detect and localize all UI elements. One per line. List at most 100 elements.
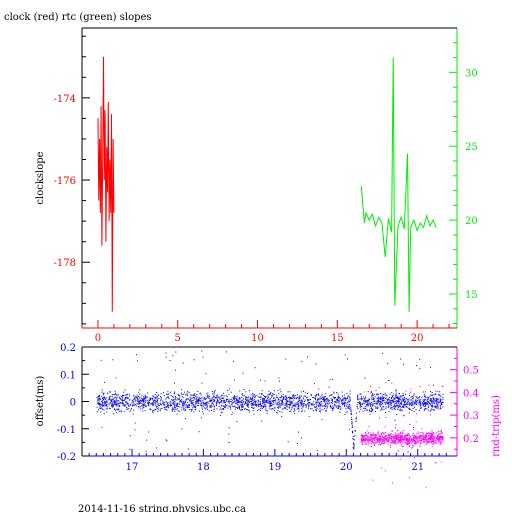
rnd-trip-point — [431, 438, 433, 440]
offset-point — [186, 392, 188, 394]
offset-point — [197, 391, 199, 392]
offset-point — [272, 393, 274, 395]
offset-point — [362, 403, 364, 404]
offset-point — [198, 400, 200, 401]
offset-point — [404, 397, 406, 399]
rnd-trip-point — [401, 436, 403, 438]
rnd-trip-point — [397, 441, 399, 443]
offset-point — [373, 394, 375, 396]
rnd-trip-point — [400, 436, 402, 438]
offset-point — [132, 403, 134, 405]
offset-point — [236, 398, 237, 400]
offset-point — [150, 409, 152, 411]
offset-point — [186, 398, 188, 400]
offset-point — [281, 402, 282, 404]
offset-point — [342, 404, 344, 406]
offset-point — [238, 397, 240, 399]
right-tick-label: 15 — [465, 290, 478, 301]
offset-point — [297, 443, 298, 444]
offset-point — [415, 402, 417, 404]
offset-point — [370, 391, 372, 393]
offset-point — [322, 409, 324, 411]
offset-point — [276, 394, 278, 396]
offset-point — [255, 402, 257, 403]
offset-point — [424, 409, 425, 411]
rnd-trip-point — [415, 436, 417, 438]
offset-point — [250, 403, 252, 405]
offset-point — [202, 402, 204, 404]
offset-point — [255, 404, 257, 405]
rnd-trip-point — [379, 434, 381, 436]
offset-point — [314, 397, 316, 399]
offset-point — [385, 403, 387, 405]
rnd-trip-point — [375, 436, 376, 438]
offset-point — [440, 402, 442, 404]
offset-point — [340, 408, 342, 410]
y-tick-label: -0.1 — [57, 425, 76, 436]
offset-point — [118, 405, 120, 407]
rnd-trip-point — [433, 439, 435, 441]
offset-point — [291, 407, 293, 408]
offset-point — [332, 405, 334, 407]
offset-point — [378, 399, 380, 401]
rnd-trip-point — [375, 435, 377, 437]
offset-point — [293, 405, 295, 407]
offset-point — [278, 377, 280, 379]
offset-point — [270, 398, 271, 400]
rnd-trip-point — [374, 439, 376, 441]
rnd-trip-point — [383, 442, 385, 444]
offset-point — [240, 404, 242, 406]
offset-point — [241, 393, 243, 395]
offset-point — [142, 403, 144, 405]
offset-point — [109, 397, 110, 399]
offset-point — [275, 396, 277, 398]
offset-point — [116, 404, 118, 406]
offset-point — [433, 399, 435, 401]
offset-point — [122, 394, 124, 396]
offset-point — [216, 397, 218, 399]
offset-point — [393, 405, 395, 407]
offset-point — [214, 389, 216, 391]
rnd-trip-point — [438, 436, 440, 438]
offset-point — [244, 408, 246, 409]
offset-point — [166, 409, 168, 411]
offset-point — [260, 396, 262, 398]
offset-point — [370, 402, 372, 404]
offset-point — [242, 403, 244, 405]
rnd-trip-point — [376, 442, 377, 444]
offset-point — [97, 402, 99, 404]
offset-point — [124, 394, 126, 396]
rnd-trip-point — [364, 439, 366, 441]
offset-point — [154, 394, 156, 395]
offset-point — [138, 401, 140, 403]
offset-point — [116, 394, 118, 396]
rnd-trip-point — [440, 443, 442, 445]
offset-point — [115, 404, 116, 406]
offset-point — [134, 422, 136, 424]
offset-point — [197, 404, 199, 406]
rnd-trip-point — [433, 443, 434, 445]
offset-point — [303, 403, 305, 405]
offset-point — [261, 394, 263, 396]
offset-point — [239, 390, 241, 392]
offset-point — [246, 396, 247, 398]
offset-point — [312, 410, 314, 411]
offset-point — [295, 404, 297, 406]
rnd-trip-point — [381, 432, 383, 434]
rnd-trip-point — [414, 435, 416, 437]
offset-point — [399, 403, 401, 405]
rnd-trip-point — [440, 433, 441, 435]
offset-point — [306, 356, 308, 358]
offset-point — [358, 411, 360, 413]
offset-point — [291, 408, 292, 410]
offset-point — [257, 396, 259, 398]
offset-point — [112, 399, 114, 400]
offset-point — [102, 408, 104, 410]
offset-point — [365, 402, 367, 404]
offset-point — [133, 398, 135, 400]
offset-point — [206, 393, 208, 395]
offset-point — [392, 401, 394, 403]
offset-point — [388, 402, 390, 403]
offset-point — [427, 403, 429, 405]
offset-point — [172, 355, 174, 357]
